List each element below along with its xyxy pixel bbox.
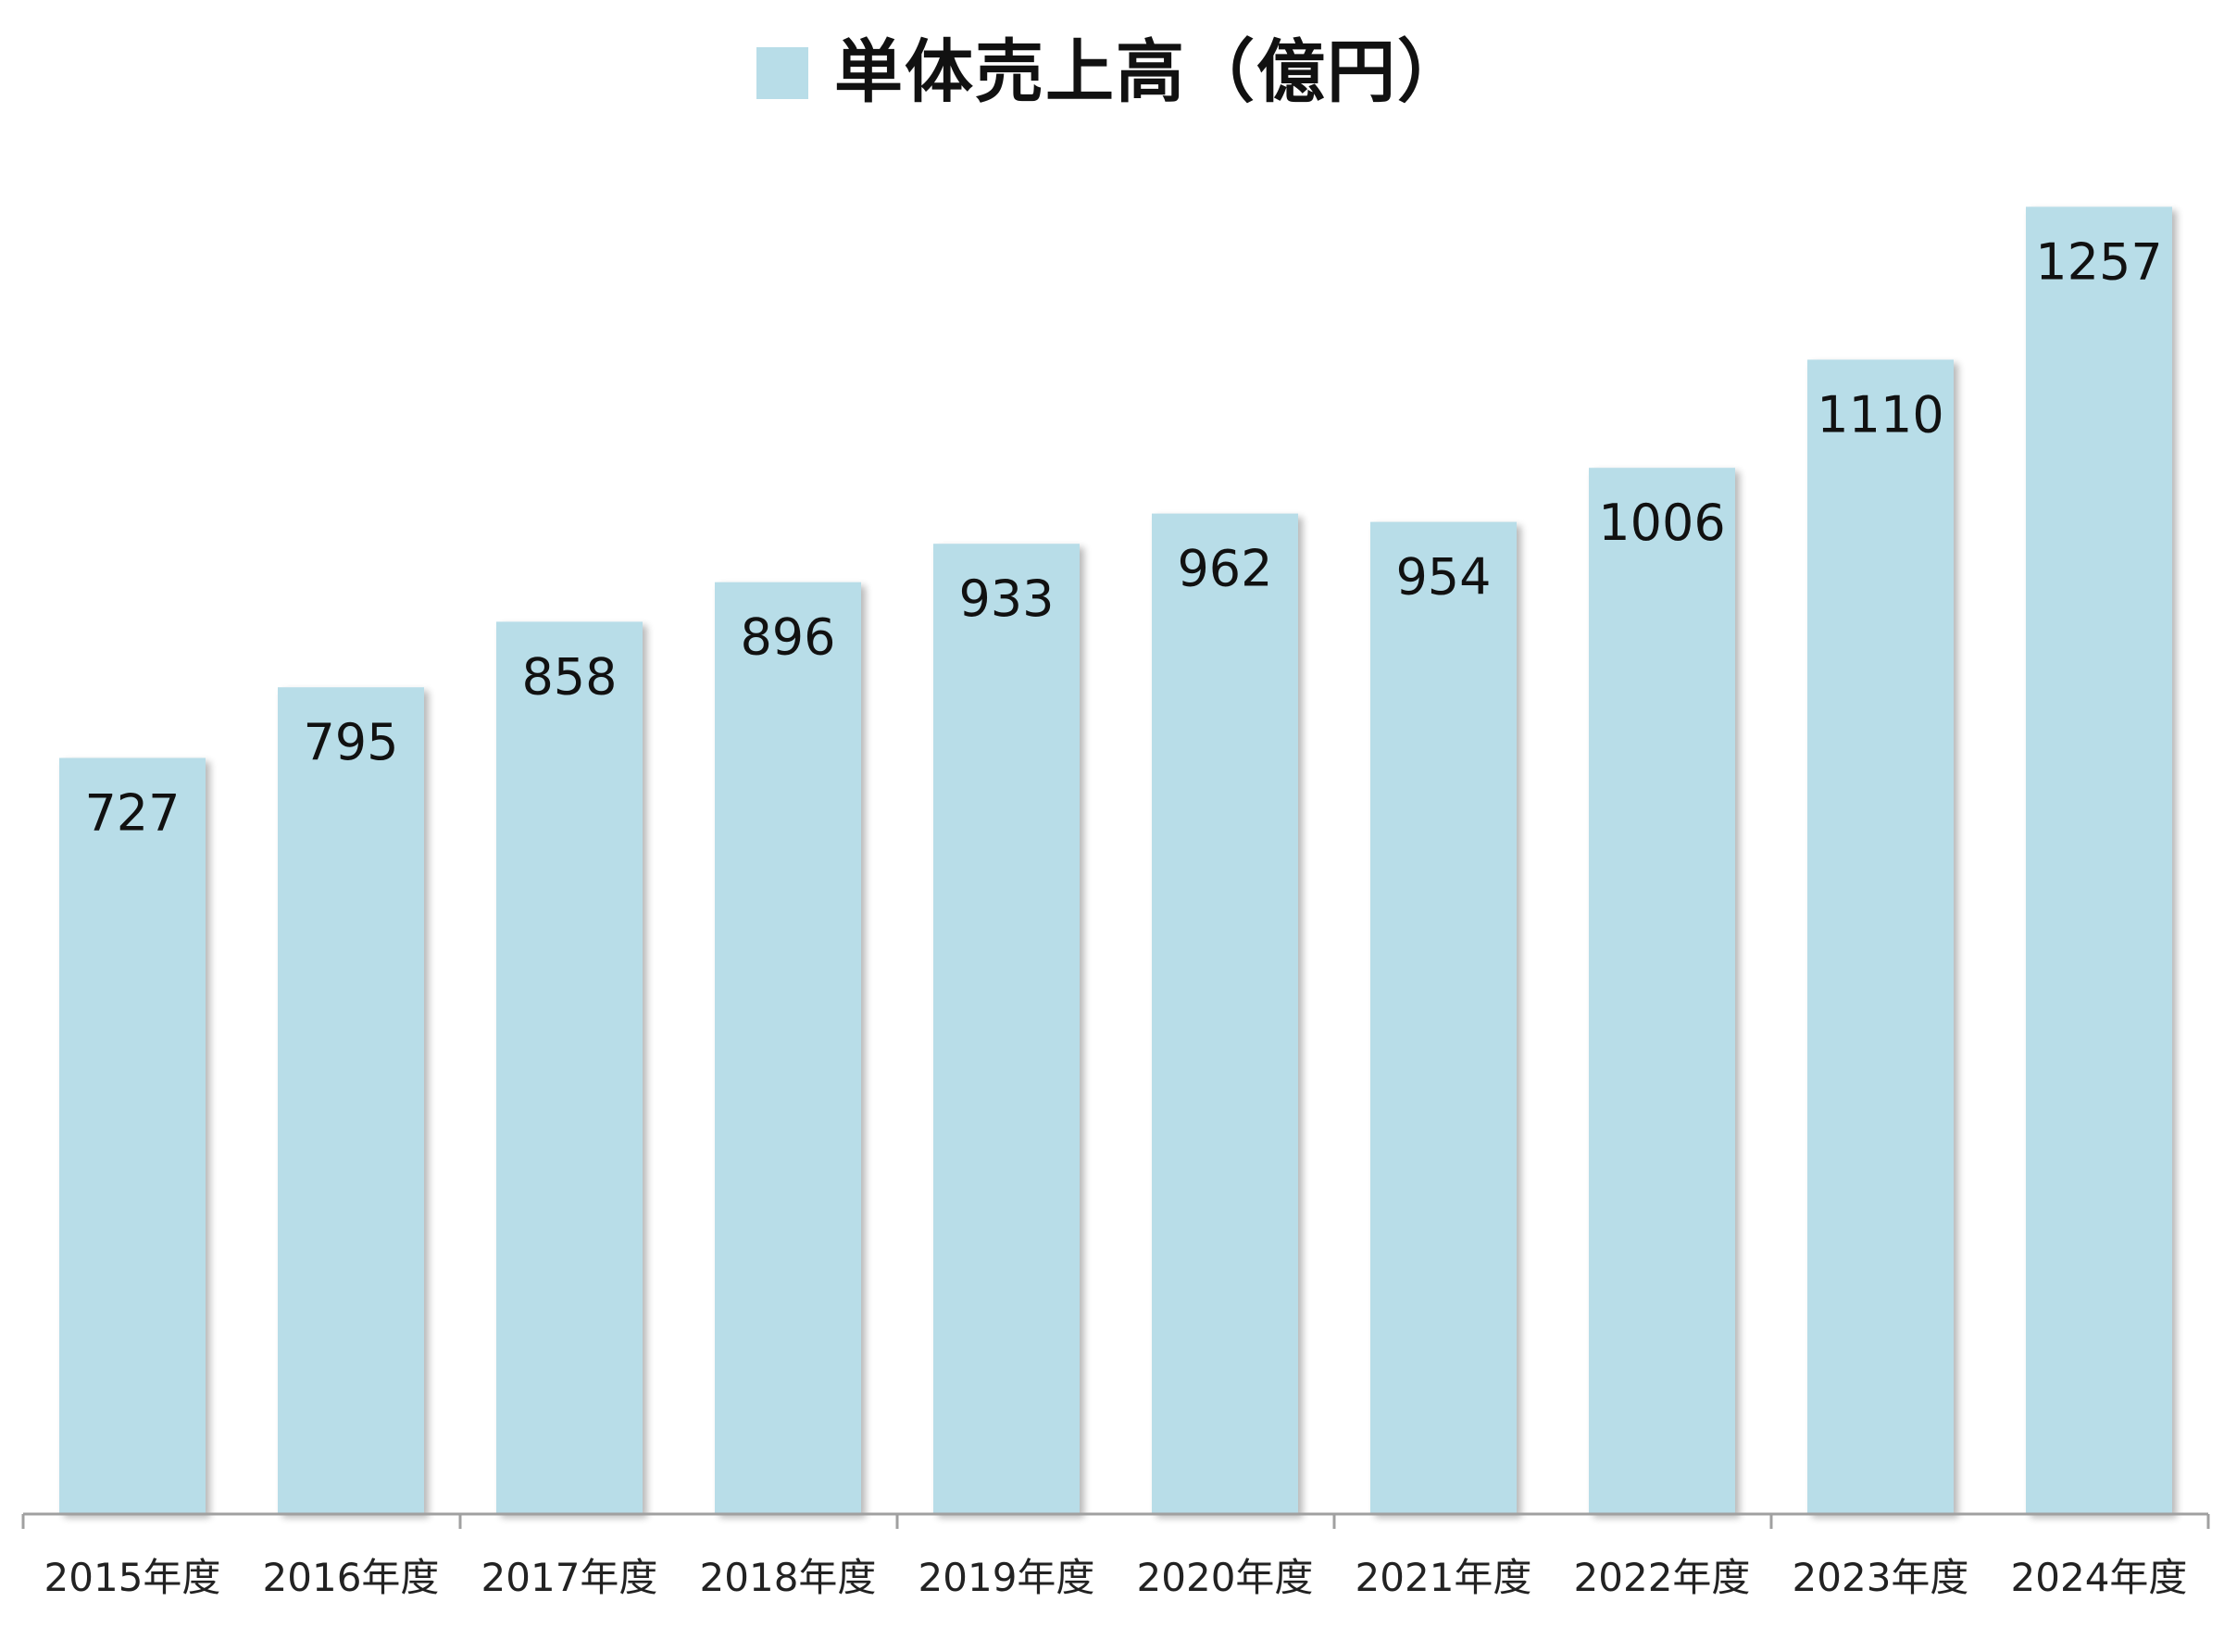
x-tick-label: 2022年度: [1574, 1555, 1751, 1600]
x-tick-label: 2018年度: [700, 1555, 877, 1600]
x-tick-label: 2020年度: [1137, 1555, 1314, 1600]
data-label: 896: [740, 608, 835, 667]
bar-2018年度: [715, 582, 861, 1514]
data-label: 1257: [2035, 232, 2162, 291]
data-label: 1006: [1598, 494, 1725, 552]
x-tick-label: 2019年度: [918, 1555, 1095, 1600]
legend-label: 単体売上高（億円）: [834, 32, 1468, 112]
legend-swatch: [756, 46, 808, 99]
bar-2016年度: [278, 687, 424, 1514]
bar-2015年度: [59, 757, 206, 1514]
x-tick-label: 2015年度: [44, 1555, 221, 1600]
data-label: 933: [958, 569, 1054, 628]
data-label: 727: [84, 784, 180, 843]
bar-2022年度: [1589, 468, 1735, 1515]
bar-2024年度: [2026, 206, 2172, 1514]
data-label: 962: [1177, 540, 1272, 598]
x-tick-label: 2023年度: [1793, 1555, 1969, 1600]
x-tick-label: 2021年度: [1356, 1555, 1532, 1600]
bar-2023年度: [1807, 359, 1954, 1514]
bar-2020年度: [1152, 513, 1298, 1514]
bar-2021年度: [1370, 521, 1517, 1514]
bar-2017年度: [496, 621, 643, 1514]
x-tick-label: 2017年度: [481, 1555, 658, 1600]
bar-2019年度: [933, 544, 1080, 1515]
data-label: 954: [1395, 548, 1491, 607]
x-tick-label: 2016年度: [263, 1555, 440, 1600]
x-tick-label: 2024年度: [2011, 1555, 2188, 1600]
data-label: 1110: [1817, 385, 1943, 444]
legend: 単体売上高（億円）: [0, 17, 2224, 116]
data-label: 858: [521, 647, 617, 706]
data-label: 795: [303, 713, 398, 771]
